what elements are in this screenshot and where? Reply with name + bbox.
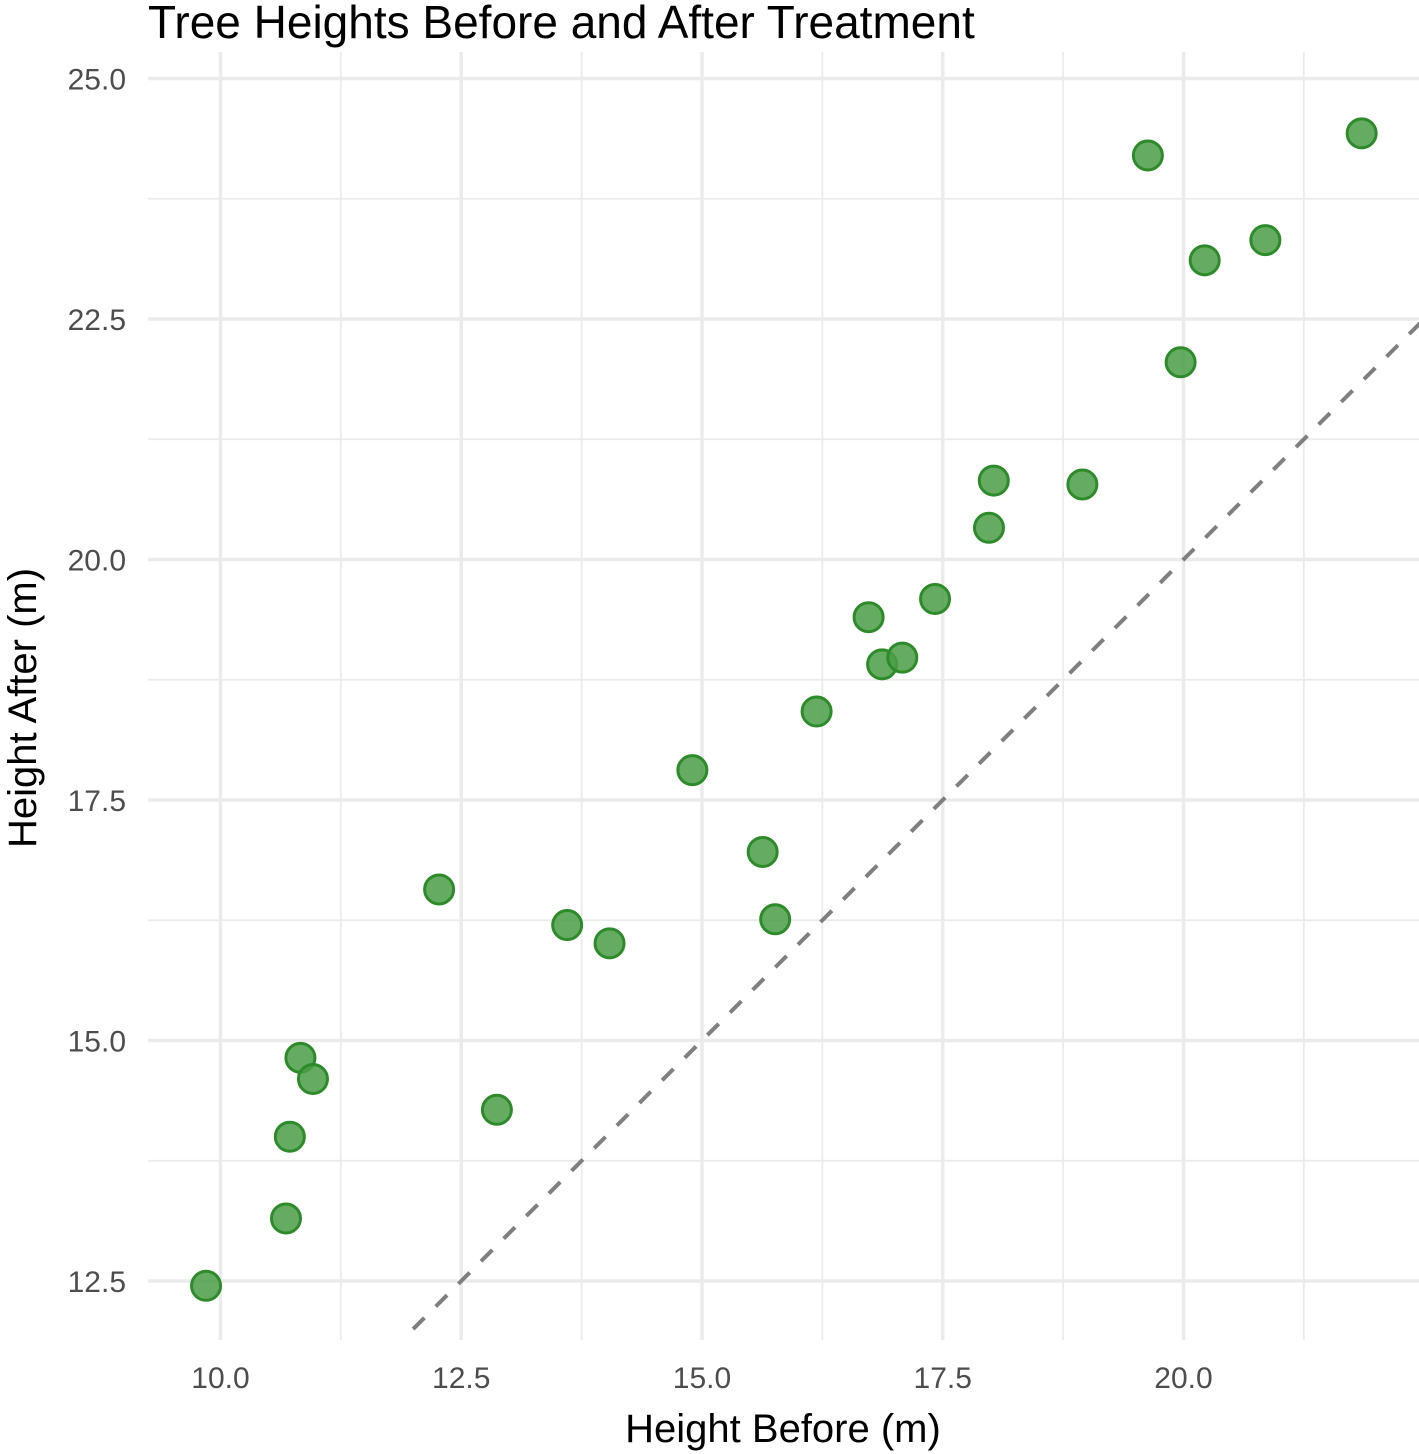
reference-line-layer — [411, 321, 1419, 1331]
data-point — [423, 873, 456, 906]
data-point — [551, 909, 584, 942]
data-point — [1131, 139, 1164, 172]
x-tick-label: 15.0 — [673, 1362, 731, 1395]
data-point — [480, 1093, 513, 1126]
data-point — [1164, 346, 1197, 379]
data-points — [190, 117, 1378, 1302]
x-tick-label: 10.0 — [191, 1362, 249, 1395]
y-axis-ticks: 12.5 15.0 17.5 20.0 22.5 25.0 — [68, 64, 126, 1300]
data-point — [972, 511, 1005, 544]
data-point — [269, 1202, 302, 1235]
y-tick-label: 25.0 — [68, 64, 126, 97]
data-point — [1188, 244, 1221, 277]
x-tick-label: 17.5 — [914, 1362, 972, 1395]
x-axis-ticks: 10.0 12.5 15.0 17.5 20.0 — [191, 1362, 1212, 1395]
chart-title: Tree Heights Before and After Treatment — [148, 0, 975, 48]
data-point — [886, 641, 919, 674]
data-point — [759, 903, 792, 936]
data-point — [190, 1269, 223, 1302]
data-point — [919, 582, 952, 615]
data-point — [1249, 224, 1282, 257]
data-point — [977, 464, 1010, 497]
x-tick-label: 20.0 — [1154, 1362, 1212, 1395]
y-tick-label: 20.0 — [68, 545, 126, 578]
x-axis-title: Height Before (m) — [625, 1407, 941, 1451]
data-point — [1345, 117, 1378, 150]
data-point — [676, 754, 709, 787]
data-point — [296, 1062, 329, 1095]
data-point — [1066, 468, 1099, 501]
y-tick-label: 22.5 — [68, 304, 126, 337]
data-point — [746, 835, 779, 868]
y-tick-label: 17.5 — [68, 785, 126, 818]
data-point — [593, 927, 626, 960]
y-tick-label: 12.5 — [68, 1266, 126, 1299]
x-tick-label: 12.5 — [432, 1362, 490, 1395]
y-axis-title: Height After (m) — [1, 568, 45, 848]
reference-line — [411, 321, 1419, 1331]
data-point — [273, 1120, 306, 1153]
data-point — [800, 695, 833, 728]
grid — [148, 52, 1419, 1340]
data-point — [852, 601, 885, 634]
y-tick-label: 15.0 — [68, 1026, 126, 1059]
